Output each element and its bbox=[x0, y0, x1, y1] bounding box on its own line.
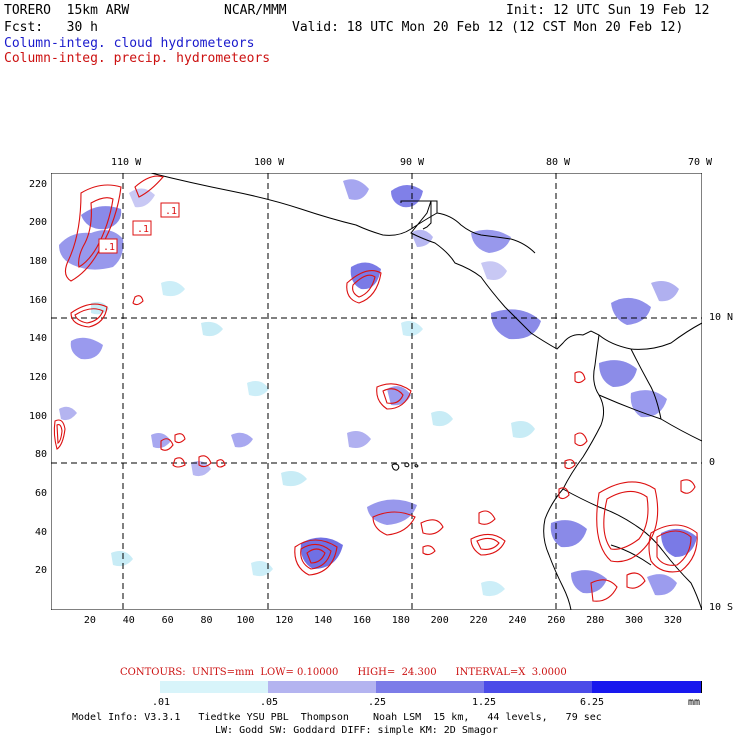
colorbar-label-001: .01 bbox=[152, 697, 171, 708]
valid-time: Valid: 18 UTC Mon 20 Feb 12 (12 CST Mon … bbox=[292, 20, 684, 35]
init-time: Init: 12 UTC Sun 19 Feb 12 bbox=[506, 3, 710, 18]
colorbar-label-025: .25 bbox=[368, 697, 387, 708]
model-title: TORERO 15km ARW bbox=[4, 3, 130, 18]
lon-label-100w: 100 W bbox=[254, 157, 285, 168]
x-tick-label: 220 bbox=[469, 615, 488, 626]
precip-field-label: Column-integ. precip. hydrometeors bbox=[4, 51, 271, 66]
contour-label-3: .1 bbox=[165, 206, 177, 217]
lat-label-10s: 10 S bbox=[709, 602, 734, 613]
x-tick-label: 260 bbox=[547, 615, 566, 626]
lon-label-90w: 90 W bbox=[400, 157, 425, 168]
x-tick-label: 160 bbox=[352, 615, 371, 626]
contour-info: CONTOURS: UNITS=mm LOW= 0.10000 HIGH= 24… bbox=[120, 667, 567, 678]
colorbar-unit: mm bbox=[688, 697, 701, 708]
forecast-hour: Fcst: 30 h bbox=[4, 20, 98, 35]
y-tick-label: 140 bbox=[28, 333, 47, 345]
colorbar-bin-4 bbox=[484, 681, 593, 693]
colorbar-bin-1 bbox=[160, 681, 269, 693]
x-tick-label: 100 bbox=[236, 615, 255, 626]
y-tick-label: 220 bbox=[28, 178, 47, 190]
x-tick-label: 20 bbox=[83, 615, 96, 626]
x-tick-label: 120 bbox=[275, 615, 294, 626]
model-info: Model Info: V3.3.1 Tiedtke YSU PBL Thomp… bbox=[72, 712, 602, 723]
x-tick-label: 320 bbox=[663, 615, 682, 626]
lat-label-equator: 0 bbox=[709, 457, 716, 468]
lat-label-10n: 10 N bbox=[709, 312, 734, 323]
x-tick-label: 80 bbox=[200, 615, 213, 626]
x-tick-label: 140 bbox=[314, 615, 333, 626]
graticule bbox=[51, 173, 702, 610]
y-tick-label: 200 bbox=[28, 217, 47, 229]
lon-label-70w: 70 W bbox=[688, 157, 713, 168]
y-tick-label: 60 bbox=[34, 487, 47, 499]
forecast-map: .1 .1 .1 bbox=[51, 173, 702, 610]
x-tick-label: 240 bbox=[508, 615, 527, 626]
y-tick-label: 80 bbox=[34, 449, 47, 461]
y-tick-label: 120 bbox=[28, 371, 47, 383]
precip-contours bbox=[53, 175, 698, 602]
y-tick-label: 20 bbox=[34, 565, 47, 577]
contour-label-2: .1 bbox=[137, 224, 149, 235]
x-tick-label: 300 bbox=[624, 615, 644, 626]
physics-info: LW: Godd SW: Goddard DIFF: simple KM: 2D… bbox=[215, 725, 498, 736]
y-tick-label: 160 bbox=[28, 294, 47, 306]
x-tick-label: 40 bbox=[122, 615, 135, 626]
contour-labels: .1 .1 .1 bbox=[98, 202, 180, 254]
contour-label-1: .1 bbox=[103, 242, 115, 253]
cloud-hydrometeor-shading bbox=[59, 179, 697, 597]
y-tick-label: 100 bbox=[28, 410, 47, 422]
cloud-field-label: Column-integ. cloud hydrometeors bbox=[4, 36, 255, 51]
colorbar-label-625: 6.25 bbox=[580, 697, 605, 708]
y-tick-label: 40 bbox=[34, 526, 47, 538]
colorbar-label-005: .05 bbox=[260, 697, 279, 708]
colorbar-label-125: 1.25 bbox=[472, 697, 497, 708]
x-tick-label: 180 bbox=[391, 615, 410, 626]
colorbar-bin-3 bbox=[376, 681, 485, 693]
organization: NCAR/MMM bbox=[224, 3, 287, 18]
lon-label-80w: 80 W bbox=[546, 157, 571, 168]
x-tick-label: 200 bbox=[430, 615, 449, 626]
colorbar-bin-5 bbox=[592, 681, 702, 693]
colorbar-bin-2 bbox=[268, 681, 377, 693]
x-tick-label: 280 bbox=[586, 615, 605, 626]
x-tick-label: 60 bbox=[161, 615, 174, 626]
colorbar-bin-0 bbox=[51, 681, 161, 693]
lon-label-110w: 110 W bbox=[111, 157, 142, 168]
y-tick-label: 180 bbox=[28, 255, 47, 267]
